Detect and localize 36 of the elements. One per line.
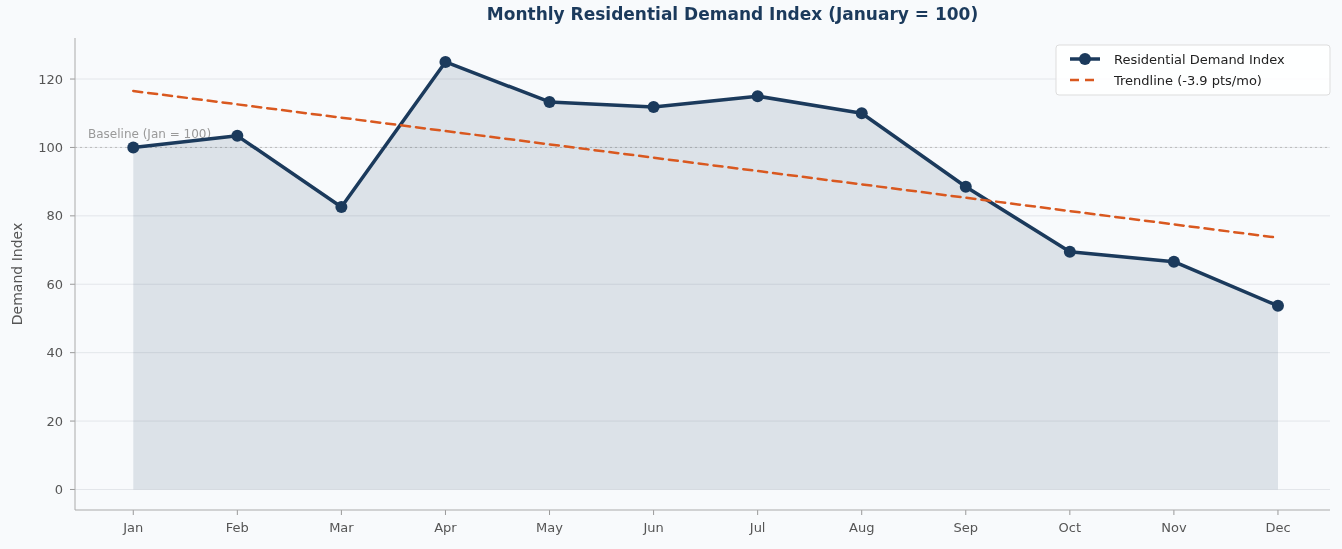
x-tick-label: Jun: [642, 520, 664, 535]
y-tick-label: 20: [46, 413, 63, 429]
point: [439, 55, 452, 68]
y-tick-label: 40: [46, 345, 63, 361]
point: [751, 90, 764, 103]
point: [1167, 255, 1180, 268]
x-tick-label: Nov: [1161, 520, 1187, 535]
y-tick-label: 60: [46, 276, 63, 292]
legend-label: Residential Demand Index: [1114, 51, 1286, 67]
x-tick-label: Jul: [748, 520, 766, 535]
point: [647, 101, 660, 114]
x-tick-label: Dec: [1265, 520, 1291, 535]
point: [543, 95, 556, 108]
y-tick-label: 0: [54, 482, 63, 498]
x-tick-label: Aug: [849, 520, 875, 535]
ref-line-label: Baseline (Jan = 100): [88, 127, 212, 142]
legend-label: Trendline (-3.9 pts/mo): [1113, 72, 1262, 88]
x-tick-label: Mar: [329, 520, 355, 535]
point: [127, 141, 140, 154]
y-tick-label: 120: [38, 71, 63, 87]
x-tick-label: Sep: [953, 520, 979, 535]
x-tick-label: May: [536, 520, 564, 535]
y-tick-label: 80: [46, 208, 63, 224]
y-axis-title: Demand Index: [9, 222, 25, 326]
point: [959, 180, 972, 193]
point: [855, 107, 868, 120]
point: [1271, 299, 1284, 312]
x-tick-label: Jan: [122, 520, 144, 535]
chart-title: Monthly Residential Demand Index (January = 100): [486, 4, 979, 24]
x-tick-label: Apr: [434, 520, 458, 535]
point: [231, 129, 244, 142]
point: [335, 200, 348, 213]
x-tick-label: Oct: [1058, 520, 1082, 535]
y-tick-label: 100: [38, 140, 63, 155]
x-tick-label: Feb: [225, 520, 249, 535]
point: [1063, 245, 1076, 258]
